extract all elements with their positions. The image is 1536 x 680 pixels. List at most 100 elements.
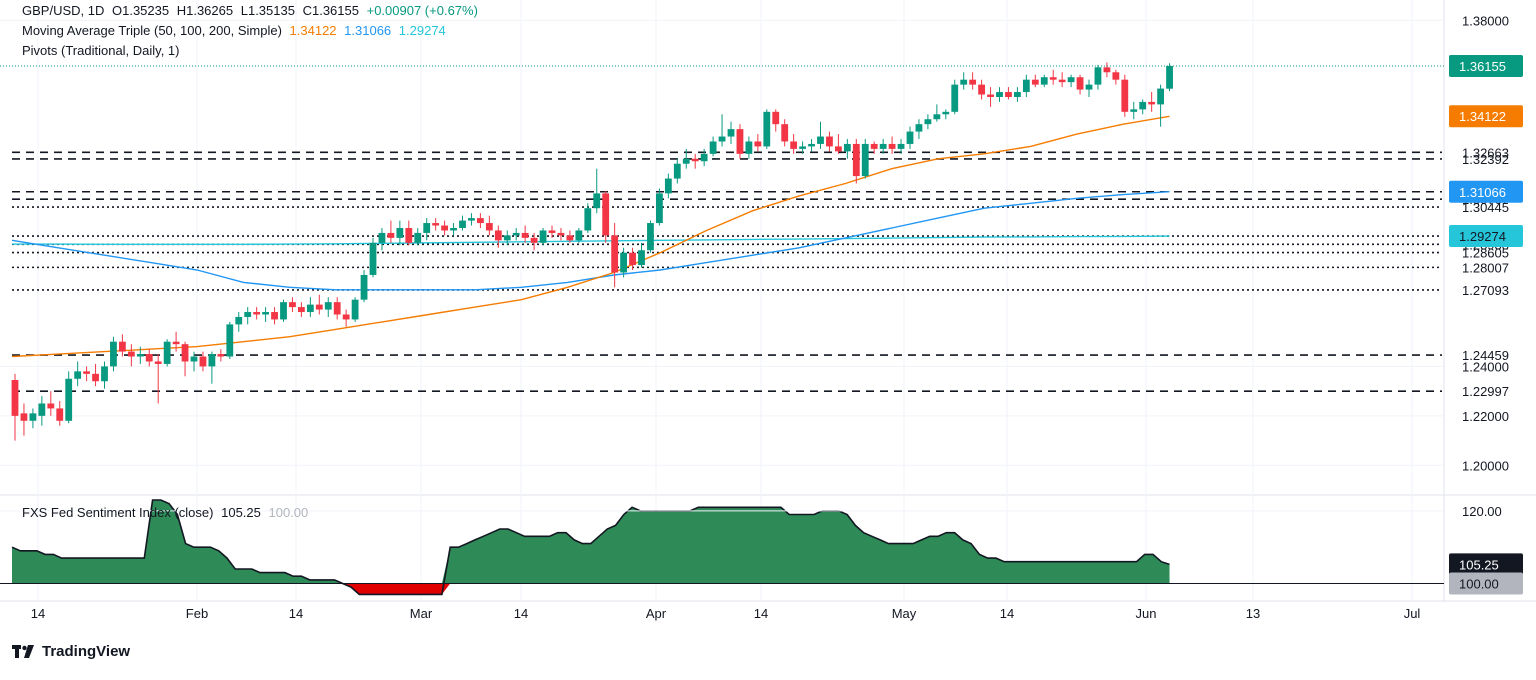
pivot-level-label: 1.32392 — [1462, 152, 1509, 167]
candle-body — [978, 84, 985, 95]
candle-body — [271, 312, 278, 320]
candle-body — [736, 129, 744, 154]
candle-body — [235, 316, 243, 325]
candle-body — [127, 351, 135, 357]
candle-body — [65, 378, 73, 421]
indicator-title[interactable]: FXS Fed Sentiment Index (close) — [22, 505, 214, 520]
candle-body — [306, 304, 314, 313]
tradingview-brand[interactable]: TradingView — [12, 643, 130, 660]
candle-body — [709, 141, 717, 154]
candle-body — [897, 143, 905, 149]
candle-body — [620, 252, 627, 273]
candle-body — [754, 141, 762, 147]
candle-body — [602, 193, 610, 236]
candle-body — [289, 302, 296, 308]
x-tick-label: 14 — [1000, 606, 1014, 621]
x-tick-label: Apr — [646, 606, 667, 621]
x-tick-label: 14 — [31, 606, 45, 621]
sentiment-negative-area — [12, 583, 1170, 595]
candle-body — [1076, 77, 1084, 90]
ma50-line — [11, 115, 1170, 358]
pivot-level-label: 1.28605 — [1462, 246, 1509, 261]
x-tick-label: May — [892, 606, 917, 621]
candle-body — [298, 307, 305, 313]
candle-body — [405, 227, 413, 243]
indicator-legend: FXS Fed Sentiment Index (close) 105.25 1… — [22, 505, 312, 520]
x-tick-label: 14 — [754, 606, 768, 621]
candle-body — [906, 131, 914, 144]
candle-body — [11, 380, 19, 416]
candle-body — [1067, 77, 1075, 83]
candle-body — [772, 111, 780, 125]
indicator-ref: 100.00 — [268, 505, 309, 520]
y-tick-label: 1.20000 — [1462, 458, 1509, 473]
candle-body — [888, 143, 896, 149]
high-value: H1.36265 — [176, 3, 234, 18]
candle-body — [1049, 77, 1057, 80]
candle-body — [92, 373, 99, 382]
price-badge-label: 1.36155 — [1459, 59, 1506, 74]
candle-body — [969, 79, 977, 85]
candle-body — [1166, 65, 1173, 89]
candle-body — [1085, 84, 1093, 90]
candle-body — [208, 354, 216, 367]
candle-body — [199, 356, 207, 367]
candle-body — [530, 237, 538, 243]
candle-body — [244, 312, 252, 317]
candle-body — [996, 92, 1003, 97]
pivots-title[interactable]: Pivots (Traditional, Daily, 1) — [22, 43, 180, 58]
pivot-level-label: 1.30445 — [1462, 200, 1509, 215]
candle-body — [539, 230, 547, 243]
candle-body — [611, 235, 619, 273]
candle-body — [691, 158, 699, 162]
candle-body — [942, 111, 950, 115]
ma-title[interactable]: Moving Average Triple (50, 100, 200, Sim… — [22, 23, 282, 38]
candle-body — [1014, 92, 1021, 97]
candle-body — [38, 403, 46, 416]
candle-body — [396, 227, 404, 238]
candle-body — [342, 314, 350, 320]
pivot-level-label: 1.22997 — [1462, 384, 1509, 399]
candle-body — [1094, 67, 1102, 85]
sentiment-badge-last — [1449, 553, 1523, 576]
candle-body — [843, 143, 851, 152]
candle-body — [745, 141, 753, 154]
candle-body — [575, 230, 583, 241]
candle-body — [503, 235, 511, 241]
candle-body — [879, 143, 887, 149]
candle-body — [190, 356, 198, 362]
candle-body — [924, 119, 932, 125]
candle-body — [83, 371, 90, 374]
candle-body — [20, 413, 28, 421]
candle-body — [673, 163, 681, 179]
candle-body — [915, 124, 923, 132]
open-value: O1.35235 — [111, 3, 170, 18]
candle-body — [110, 341, 117, 367]
x-tick-label: 14 — [289, 606, 303, 621]
candle-body — [808, 143, 815, 147]
symbol-label[interactable]: GBP/USD, 1D — [22, 3, 105, 18]
candle-body — [1139, 101, 1147, 110]
candle-body — [253, 312, 261, 315]
candle-body — [74, 371, 82, 379]
price-badge-ma100 — [1449, 180, 1523, 203]
close-value: C1.36155 — [302, 3, 359, 18]
sentiment-badge-label: 105.25 — [1459, 557, 1499, 572]
candle-body — [423, 223, 431, 233]
candle-body — [119, 341, 126, 352]
price-badge-last — [1449, 54, 1523, 77]
candle-body — [852, 143, 860, 177]
candle-body — [1005, 92, 1012, 97]
candle-body — [835, 146, 842, 152]
ma50-value: 1.34122 — [289, 23, 337, 38]
candle-body — [629, 252, 636, 266]
candle-body — [1112, 72, 1120, 80]
price-badge-label: 1.31066 — [1459, 185, 1506, 200]
x-tick-label: Feb — [186, 606, 208, 621]
candle-body — [154, 361, 162, 364]
candle-body — [163, 341, 171, 364]
candle-body — [718, 136, 726, 142]
ma100-value: 1.31066 — [344, 23, 392, 38]
